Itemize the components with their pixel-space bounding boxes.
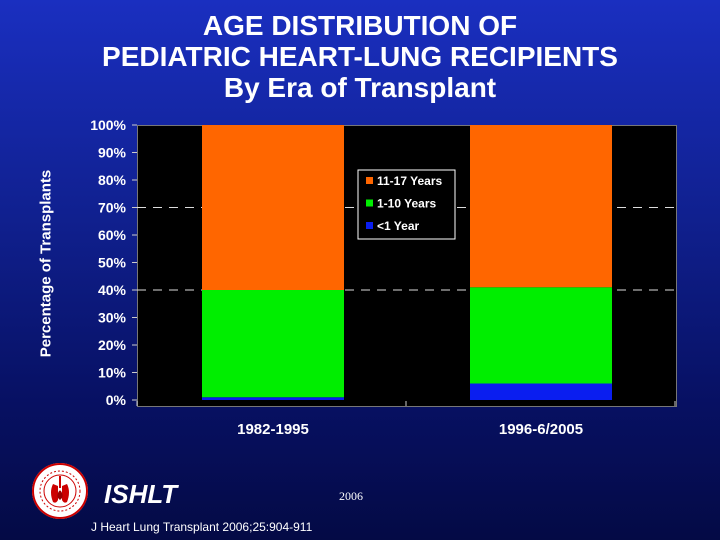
legend-swatch (366, 222, 373, 229)
y-tick-label: 10% (98, 365, 127, 381)
ishlt-seal-logo (32, 463, 88, 519)
y-tick-label: 0% (106, 392, 127, 408)
bar-segment (470, 383, 612, 400)
legend-label: 1-10 Years (377, 197, 436, 211)
y-tick-label: 30% (98, 310, 127, 326)
y-tick-label: 20% (98, 337, 127, 353)
y-tick-label: 40% (98, 282, 127, 298)
y-tick-label: 50% (98, 255, 127, 271)
y-tick-label: 90% (98, 145, 127, 161)
bar-segment (470, 125, 612, 288)
legend-label: 11-17 Years (377, 174, 443, 188)
legend-swatch (366, 177, 373, 184)
bar-segment (202, 125, 344, 290)
bar-segment (470, 287, 612, 384)
legend-label: <1 Year (377, 219, 419, 233)
bar-segment (202, 290, 344, 398)
y-tick-label: 80% (98, 172, 127, 188)
title-line-3: By Era of Transplant (223, 72, 497, 103)
y-tick-label: 70% (98, 200, 127, 216)
year-label: 2006 (339, 489, 363, 503)
y-tick-label: 60% (98, 227, 127, 243)
bar-segment (202, 397, 344, 400)
legend-swatch (366, 199, 373, 207)
title-line-2: PEDIATRIC HEART-LUNG RECIPIENTS (102, 41, 618, 72)
x-category-label: 1982-1995 (237, 421, 309, 438)
chart-title: AGE DISTRIBUTION OF PEDIATRIC HEART-LUNG… (0, 10, 720, 103)
y-tick-label: 100% (90, 117, 126, 133)
title-line-1: AGE DISTRIBUTION OF (202, 10, 518, 41)
x-category-label: 1996-6/2005 (499, 421, 583, 438)
organization-label: ISHLT (104, 479, 178, 509)
citation-text: J Heart Lung Transplant 2006;25:904-911 (91, 520, 313, 534)
legend-box (357, 169, 456, 240)
